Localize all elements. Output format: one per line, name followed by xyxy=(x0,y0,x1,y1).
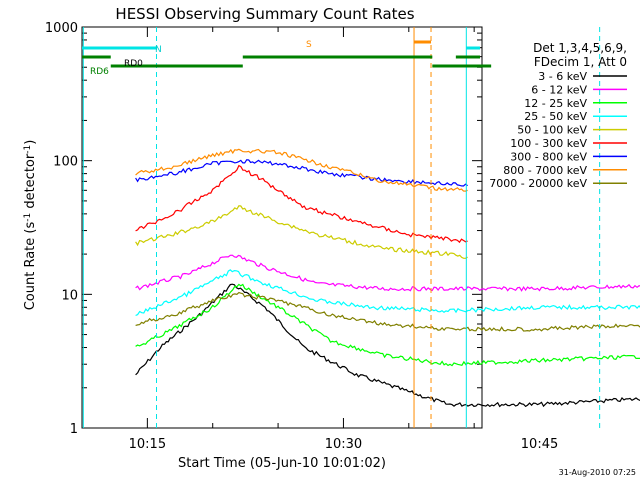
series-line-6 xyxy=(135,159,468,187)
series-line-5 xyxy=(135,164,468,244)
x-tick-label: 10:45 xyxy=(521,437,558,452)
legend-label-7: 800 - 7000 keV xyxy=(503,164,587,177)
legend-label-8: 7000 - 20000 keV xyxy=(489,177,587,190)
annotations: N S RD0 RD6 xyxy=(82,27,601,428)
series-line-3 xyxy=(135,269,640,317)
series-line-8 xyxy=(135,291,640,332)
series-line-0 xyxy=(135,283,640,408)
x-tick-label: 10:15 xyxy=(129,437,166,452)
legend-header-line-2: FDecim 1, Att 0 xyxy=(534,55,627,69)
legend-label-4: 50 - 100 keV xyxy=(517,124,587,137)
x-axis-label: Start Time (05-Jun-10 10:01:02) xyxy=(178,456,386,471)
annotation-label-1: S xyxy=(306,40,312,50)
x-tick-label: 10:30 xyxy=(325,437,362,452)
legend-label-1: 6 - 12 keV xyxy=(531,83,587,96)
plot-frame xyxy=(81,26,483,429)
legend-label-2: 12 - 25 keV xyxy=(524,97,587,110)
legend-label-3: 25 - 50 keV xyxy=(524,110,587,123)
legend-label-0: 3 - 6 keV xyxy=(538,70,587,83)
series-line-1 xyxy=(135,254,640,292)
legend-header-line-1: Det 1,3,4,5,6,9, xyxy=(533,41,627,55)
series-line-2 xyxy=(135,283,640,367)
y-axis-label: Count Rate (s-1 detector-1) xyxy=(23,140,38,311)
legend-label-6: 300 - 800 keV xyxy=(510,150,587,163)
chart-title: HESSI Observing Summary Count Rates xyxy=(115,5,414,23)
series-line-7 xyxy=(135,148,468,192)
legend-label-5: 100 - 300 keV xyxy=(510,137,587,150)
annotation-label-2: RD0 xyxy=(124,59,143,69)
annotation-label-3: RD6 xyxy=(90,67,109,77)
footer-timestamp: 31-Aug-2010 07:25 xyxy=(559,468,636,477)
y-tick-label: 10 xyxy=(61,288,78,303)
annotation-label-0: N xyxy=(155,45,162,55)
legend: Det 1,3,4,5,6,9, FDecim 1, Att 0 3 - 6 k… xyxy=(489,41,627,190)
y-tick-label: 100 xyxy=(53,155,78,170)
series-group xyxy=(135,148,640,408)
series-line-4 xyxy=(135,205,468,259)
y-tick-label: 1 xyxy=(70,422,78,437)
y-tick-label: 1000 xyxy=(45,21,78,36)
